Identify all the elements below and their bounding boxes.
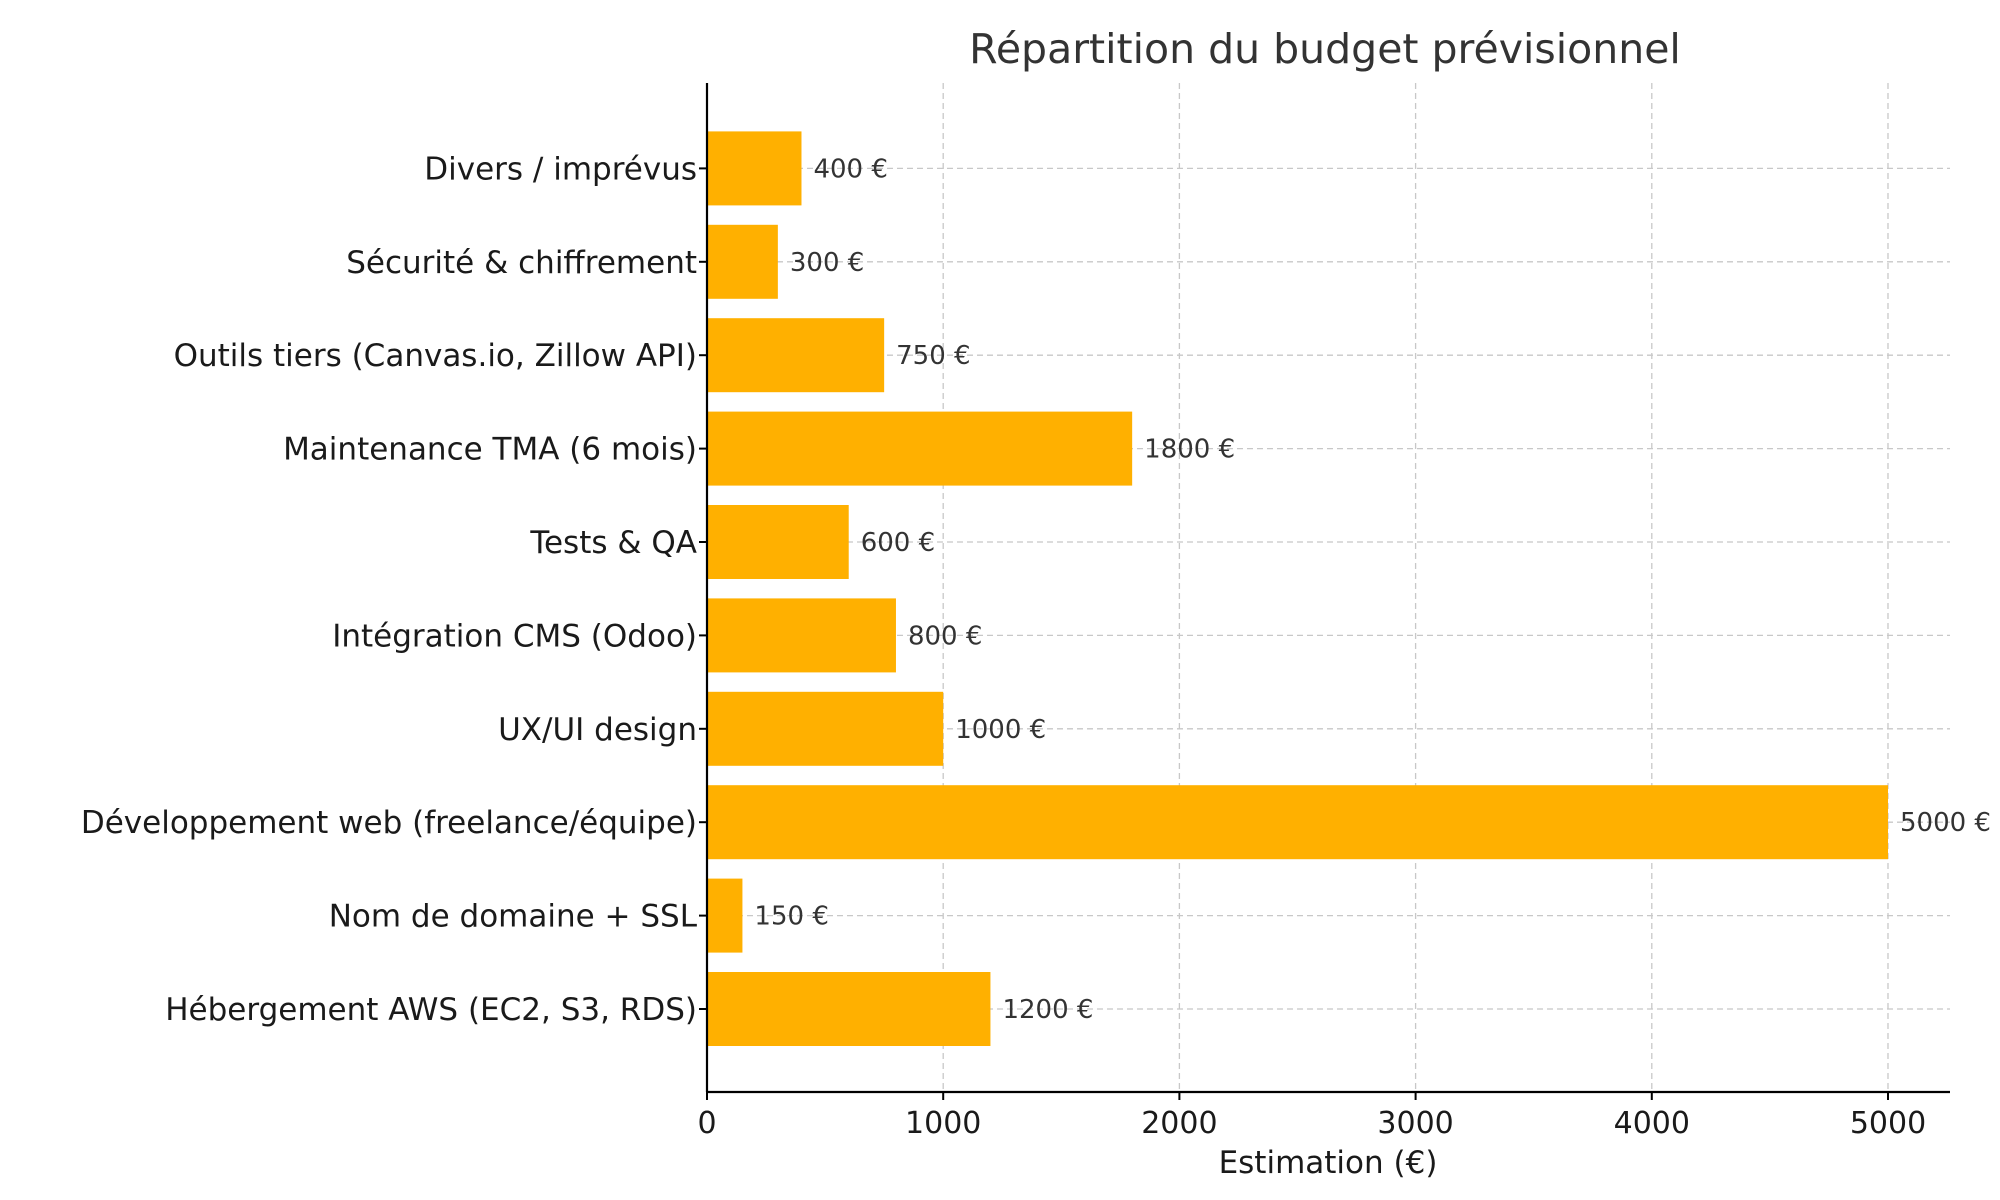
bar-value-label: 150 € (754, 902, 828, 932)
bar (707, 411, 1133, 486)
category-label: Développement web (freelance/équipe) (81, 805, 697, 841)
bar-value-label: 750 € (896, 341, 970, 371)
bar-value-label: 400 € (813, 154, 887, 184)
grid-lines (706, 83, 1950, 1092)
x-tick-labels: 0 1000 2000 3000 4000 5000 (697, 1092, 1926, 1141)
category-label: Maintenance TMA (6 mois) (283, 432, 697, 468)
bar (707, 318, 885, 393)
bar-value-label: 5000 € (1900, 808, 1991, 838)
category-labels: Hébergement AWS (EC2, S3, RDS) Nom de dom… (81, 151, 707, 1028)
bar (707, 505, 849, 579)
bar (707, 878, 743, 953)
category-label: UX/UI design (498, 712, 697, 748)
bar (707, 224, 778, 299)
category-label: Divers / imprévus (424, 151, 697, 187)
bar-value-label: 300 € (790, 248, 864, 278)
bar (707, 691, 944, 766)
category-label: Outils tiers (Canvas.io, Zillow API) (174, 338, 697, 374)
x-axis-label: Estimation (€) (1219, 1145, 1438, 1181)
category-label: Intégration CMS (Odoo) (332, 618, 697, 654)
x-tick-label: 2000 (1141, 1106, 1217, 1141)
bar-value-label: 1000 € (955, 715, 1046, 745)
bar-value-label: 800 € (908, 621, 982, 651)
x-tick-label: 3000 (1377, 1106, 1453, 1141)
axes (705, 83, 1950, 1094)
category-label: Hébergement AWS (EC2, S3, RDS) (165, 992, 697, 1028)
bars: 1200 € 150 € 5000 € 1000 € 800 € 600 € 1800 € 7… (707, 131, 1991, 1046)
bar (707, 785, 1888, 860)
chart-title: Répartition du budget prévisionnel (969, 25, 1681, 73)
bar-value-label: 1200 € (1002, 995, 1093, 1025)
category-label: Tests & QA (529, 525, 697, 561)
x-tick-label: 4000 (1614, 1106, 1690, 1141)
bar-value-label: 1800 € (1144, 435, 1235, 465)
x-tick-label: 0 (697, 1106, 716, 1141)
bar (707, 598, 896, 673)
bar (707, 131, 802, 206)
bar-value-label: 600 € (861, 528, 935, 558)
category-label: Sécurité & chiffrement (346, 245, 697, 281)
x-tick-label: 5000 (1850, 1106, 1926, 1141)
category-label: Nom de domaine + SSL (329, 899, 698, 935)
bar (707, 972, 991, 1046)
x-tick-label: 1000 (905, 1106, 981, 1141)
